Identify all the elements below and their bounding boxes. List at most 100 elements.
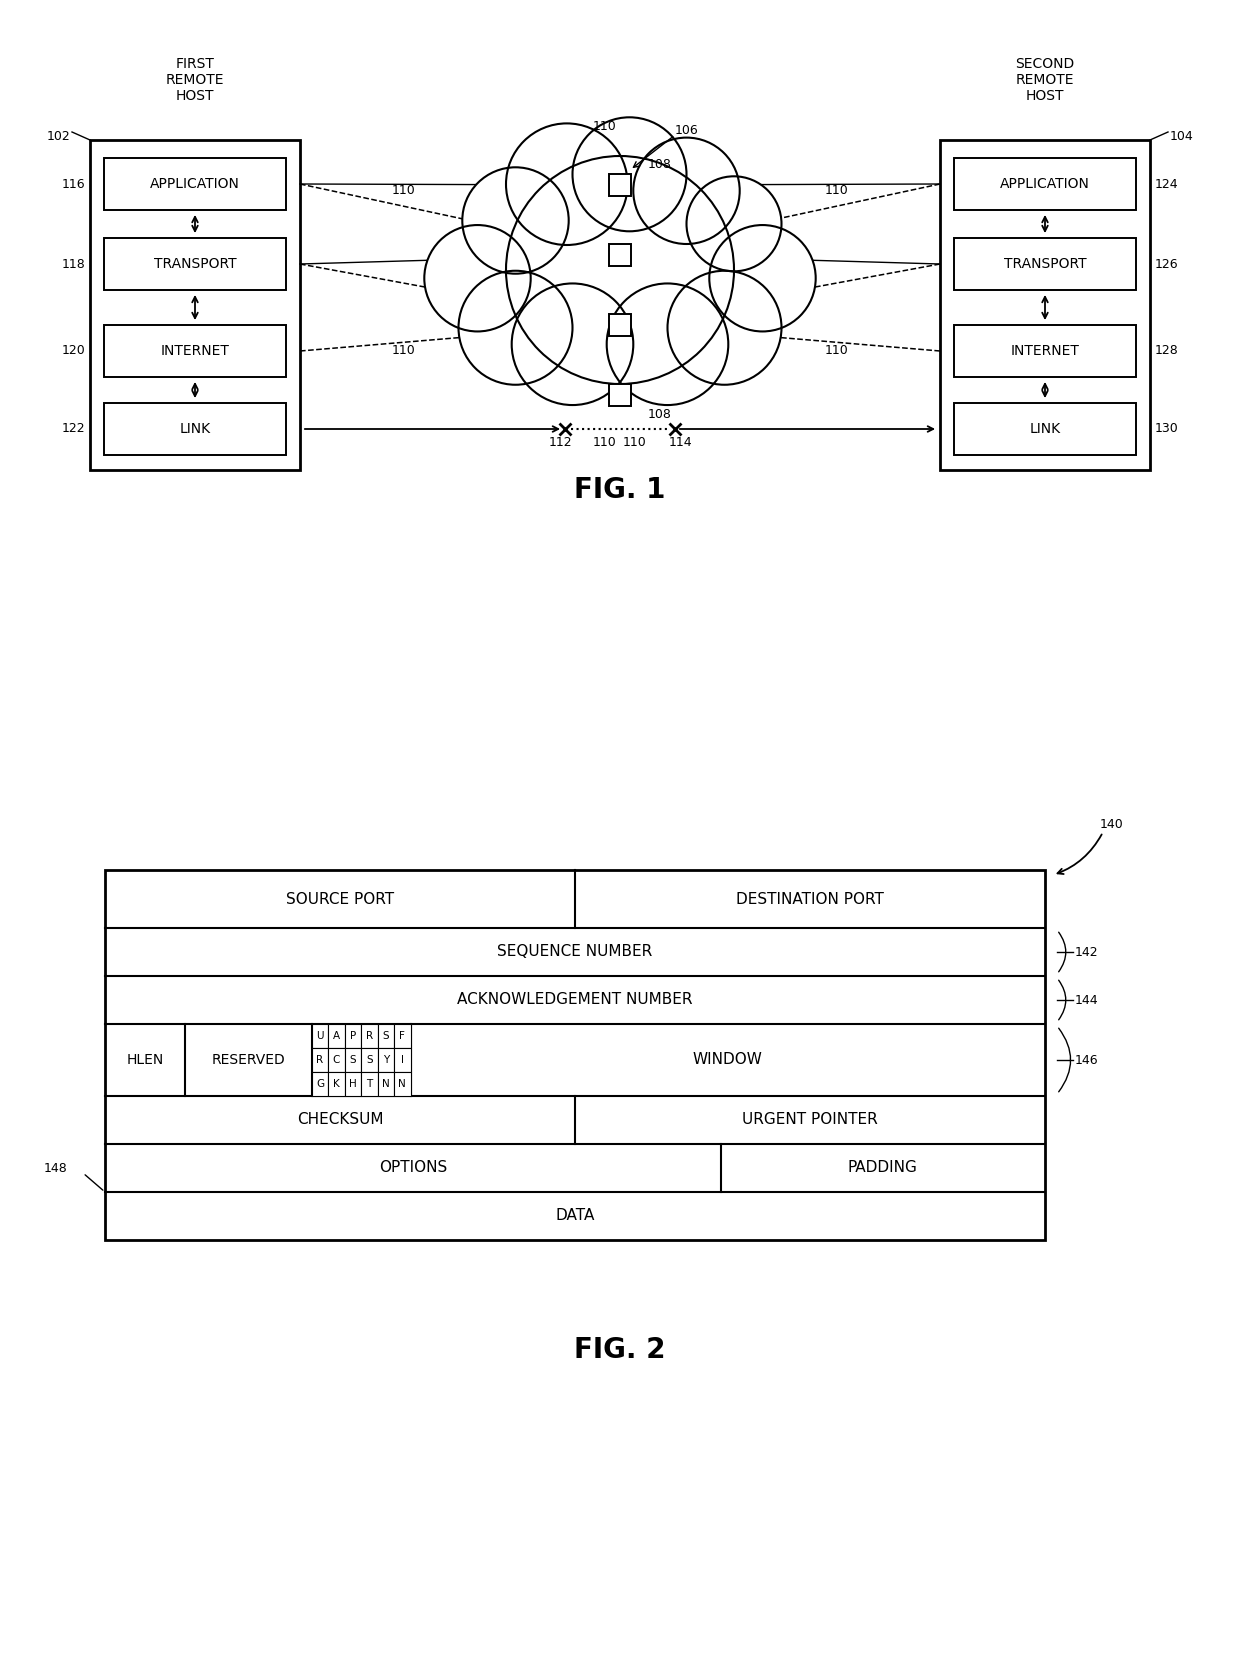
Text: C: C — [332, 1055, 340, 1065]
Bar — [329, 1049, 345, 1072]
Text: 110: 110 — [593, 436, 616, 449]
Text: U: U — [316, 1030, 324, 1040]
Bar — [954, 239, 1136, 291]
Circle shape — [634, 137, 740, 244]
Text: HLEN: HLEN — [126, 1054, 164, 1067]
Bar — [361, 1072, 378, 1096]
Text: URGENT POINTER: URGENT POINTER — [742, 1112, 878, 1127]
Circle shape — [573, 117, 687, 232]
Bar — [91, 140, 300, 469]
Text: SEQUENCE NUMBER: SEQUENCE NUMBER — [497, 945, 652, 960]
Text: 148: 148 — [43, 1162, 67, 1174]
Bar — [104, 239, 286, 291]
Circle shape — [606, 284, 728, 406]
Text: G: G — [316, 1079, 324, 1089]
Text: INTERNET: INTERNET — [160, 344, 229, 357]
Text: 126: 126 — [1154, 257, 1179, 271]
Circle shape — [506, 155, 734, 384]
Text: TRANSPORT: TRANSPORT — [154, 257, 237, 271]
Bar — [311, 1049, 329, 1072]
Text: 108: 108 — [649, 409, 672, 421]
Bar — [345, 1049, 361, 1072]
Text: 120: 120 — [61, 344, 86, 357]
Text: S: S — [366, 1055, 373, 1065]
Circle shape — [424, 225, 531, 331]
Text: H: H — [348, 1079, 357, 1089]
Text: 130: 130 — [1154, 423, 1179, 436]
Text: WINDOW: WINDOW — [693, 1052, 763, 1067]
Text: 118: 118 — [61, 257, 86, 271]
Text: 104: 104 — [1171, 130, 1194, 144]
Bar — [394, 1024, 410, 1049]
Text: 144: 144 — [1075, 994, 1099, 1007]
Bar — [311, 1024, 329, 1049]
Text: 110: 110 — [825, 344, 848, 356]
Circle shape — [687, 177, 781, 271]
Text: 128: 128 — [1154, 344, 1179, 357]
Text: K: K — [334, 1079, 340, 1089]
Text: Y: Y — [383, 1055, 389, 1065]
Text: SOURCE PORT: SOURCE PORT — [286, 892, 394, 907]
Text: 110: 110 — [825, 184, 848, 197]
Bar — [378, 1049, 394, 1072]
Text: RESERVED: RESERVED — [212, 1054, 285, 1067]
Text: 106: 106 — [675, 124, 699, 137]
Bar — [104, 159, 286, 210]
Text: FIRST
REMOTE
HOST: FIRST REMOTE HOST — [166, 57, 224, 104]
Text: F: F — [399, 1030, 405, 1040]
Text: N: N — [398, 1079, 407, 1089]
Circle shape — [667, 271, 781, 384]
Text: I: I — [401, 1055, 404, 1065]
Text: OPTIONS: OPTIONS — [378, 1161, 446, 1176]
Text: S: S — [350, 1055, 356, 1065]
Text: DESTINATION PORT: DESTINATION PORT — [737, 892, 884, 907]
Text: P: P — [350, 1030, 356, 1040]
Bar — [105, 870, 1045, 1241]
Text: 110: 110 — [392, 184, 415, 197]
Text: N: N — [382, 1079, 389, 1089]
Circle shape — [506, 124, 627, 245]
Bar — [104, 326, 286, 377]
Text: ACKNOWLEDGEMENT NUMBER: ACKNOWLEDGEMENT NUMBER — [458, 992, 693, 1007]
Bar — [345, 1072, 361, 1096]
Circle shape — [463, 167, 569, 274]
Circle shape — [459, 271, 573, 384]
Text: DATA: DATA — [556, 1209, 595, 1224]
Text: 142: 142 — [1075, 945, 1099, 959]
Bar — [491, 195, 749, 344]
Text: 108: 108 — [649, 159, 672, 172]
Text: 110: 110 — [593, 120, 616, 134]
Text: CHECKSUM: CHECKSUM — [296, 1112, 383, 1127]
Bar — [378, 1072, 394, 1096]
Text: 114: 114 — [668, 436, 692, 449]
Bar — [394, 1049, 410, 1072]
Text: S: S — [382, 1030, 389, 1040]
Bar — [345, 1024, 361, 1049]
Text: LINK: LINK — [1029, 423, 1060, 436]
Text: 102: 102 — [46, 130, 69, 144]
Bar — [104, 402, 286, 454]
Circle shape — [512, 284, 634, 406]
Text: APPLICATION: APPLICATION — [1001, 177, 1090, 190]
Text: LINK: LINK — [180, 423, 211, 436]
Bar — [361, 1049, 378, 1072]
Text: 122: 122 — [61, 423, 86, 436]
Bar — [394, 1072, 410, 1096]
Bar — [329, 1072, 345, 1096]
Text: FIG. 2: FIG. 2 — [574, 1336, 666, 1364]
Bar — [609, 384, 631, 406]
Text: A: A — [332, 1030, 340, 1040]
Bar — [361, 1024, 378, 1049]
Text: R: R — [316, 1055, 324, 1065]
Bar — [311, 1072, 329, 1096]
Bar — [609, 314, 631, 336]
Bar — [940, 140, 1149, 469]
Text: INTERNET: INTERNET — [1011, 344, 1080, 357]
Text: SECOND
REMOTE
HOST: SECOND REMOTE HOST — [1016, 57, 1075, 104]
Bar — [378, 1024, 394, 1049]
Text: R: R — [366, 1030, 373, 1040]
Bar — [954, 402, 1136, 454]
Text: 116: 116 — [61, 177, 86, 190]
Text: APPLICATION: APPLICATION — [150, 177, 239, 190]
Bar — [329, 1024, 345, 1049]
